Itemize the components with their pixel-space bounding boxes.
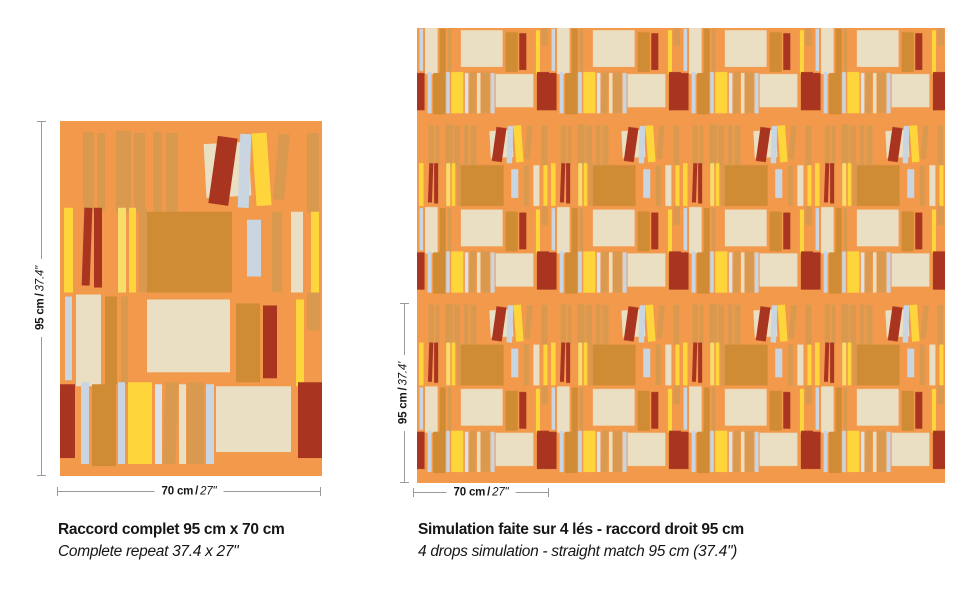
vertical-dimension-label-left: 95 cm/37.4" [33,258,49,338]
dimension-separator: / [195,485,199,498]
dimension-imperial: 27" [200,485,217,498]
dimension-imperial: 37.4" [34,265,47,292]
dimension-metric: 70 cm [453,486,486,499]
dimension-tick [548,488,549,497]
four-drop-simulation [417,28,945,483]
dimension-tick [413,488,414,497]
left-caption: Raccord complet 95 cm x 70 cm Complete r… [58,519,285,563]
dimension-metric: 70 cm [161,485,194,498]
left-caption-en: Complete repeat 37.4 x 27" [58,543,239,560]
dimension-tick [37,475,46,476]
right-caption: Simulation faite sur 4 lés - raccord dro… [418,519,744,563]
dimension-separator: / [487,486,491,499]
dimension-imperial: 27" [492,486,509,499]
dimension-tick [320,487,321,496]
vertical-dimension-label-right: 95 cm/37.4' [396,354,412,432]
dimension-tick [400,303,409,304]
dimension-metric: 95 cm [34,298,47,331]
single-repeat-swatch [60,121,322,476]
dimension-tick [37,121,46,122]
dimension-separator: / [397,387,410,391]
dimension-separator: / [34,293,47,297]
dimension-metric: 95 cm [397,392,410,425]
dimension-tick [400,482,409,483]
dimension-tick [57,487,58,496]
horizontal-dimension-label-left: 70 cm/27" [154,484,224,500]
horizontal-dimension-label-right: 70 cm/27" [446,485,516,501]
left-caption-fr: Raccord complet 95 cm x 70 cm [58,521,285,538]
right-caption-fr: Simulation faite sur 4 lés - raccord dro… [418,521,744,538]
dimension-imperial: 37.4' [397,361,410,386]
right-caption-en: 4 drops simulation - straight match 95 c… [418,543,738,560]
